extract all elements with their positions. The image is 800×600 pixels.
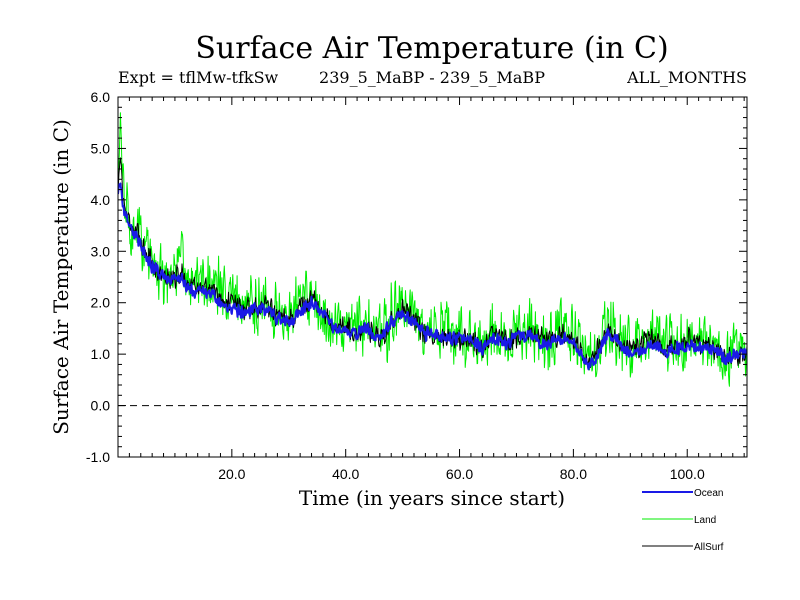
x-tick-label: 20.0: [218, 466, 245, 482]
y-tick-label: 2.0: [91, 295, 111, 311]
y-tick-label: 5.0: [91, 140, 111, 156]
y-tick-label: 6.0: [91, 89, 111, 105]
y-tick-label: -1.0: [86, 449, 110, 465]
series-line-ocean: [118, 182, 747, 371]
x-tick-label: 40.0: [332, 466, 359, 482]
y-tick-label: 0.0: [91, 398, 111, 414]
y-axis-label: Surface Air Temperature (in C): [49, 119, 73, 435]
x-tick-label: 60.0: [446, 466, 473, 482]
x-tick-label: 80.0: [560, 466, 587, 482]
y-tick-label: 3.0: [91, 243, 111, 259]
legend-label-allsurf: AllSurf: [694, 542, 724, 553]
x-axis-label: Time (in years since start): [299, 486, 565, 510]
chart-subtitle-period: 239_5_MaBP - 239_5_MaBP: [319, 68, 545, 87]
chart-subtitle-months: ALL_MONTHS: [626, 68, 747, 87]
x-tick-label: 100.0: [670, 466, 705, 482]
legend-label-ocean: Ocean: [694, 488, 723, 499]
y-tick-label: 1.0: [91, 346, 111, 362]
legend-label-land: Land: [694, 515, 716, 526]
chart-title: Surface Air Temperature (in C): [195, 31, 668, 66]
chart-subtitle-experiment: Expt = tflMw-tfkSw: [118, 68, 279, 87]
y-tick-label: 4.0: [91, 192, 111, 208]
plot-frame: [117, 96, 748, 458]
series-line-allsurf: [118, 157, 747, 368]
